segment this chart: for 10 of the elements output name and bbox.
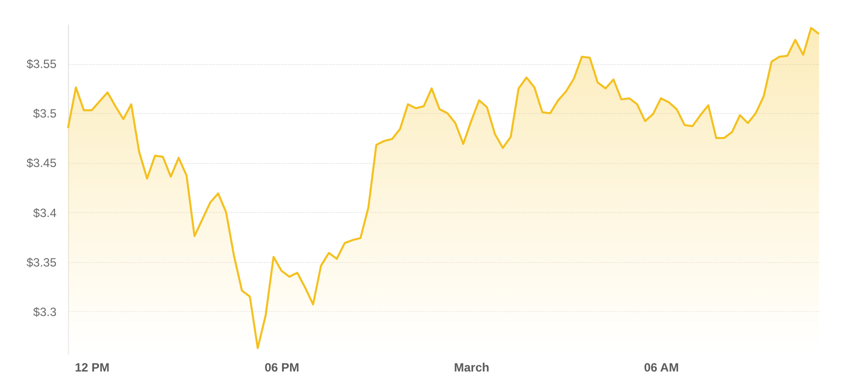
- y-tick-label: $3.3: [33, 304, 57, 319]
- y-tick-label: $3.5: [33, 106, 57, 121]
- x-tick-label: 12 PM: [74, 360, 110, 374]
- y-tick-label: $3.35: [26, 255, 57, 270]
- x-tick-label: 06 PM: [264, 360, 300, 374]
- x-tick-label: 06 AM: [644, 360, 679, 374]
- y-tick-label: $3.45: [26, 156, 57, 170]
- y-tick-label: $3.4: [33, 206, 57, 220]
- y-tick-label: $3.55: [26, 57, 57, 72]
- x-tick-label: March: [454, 360, 490, 374]
